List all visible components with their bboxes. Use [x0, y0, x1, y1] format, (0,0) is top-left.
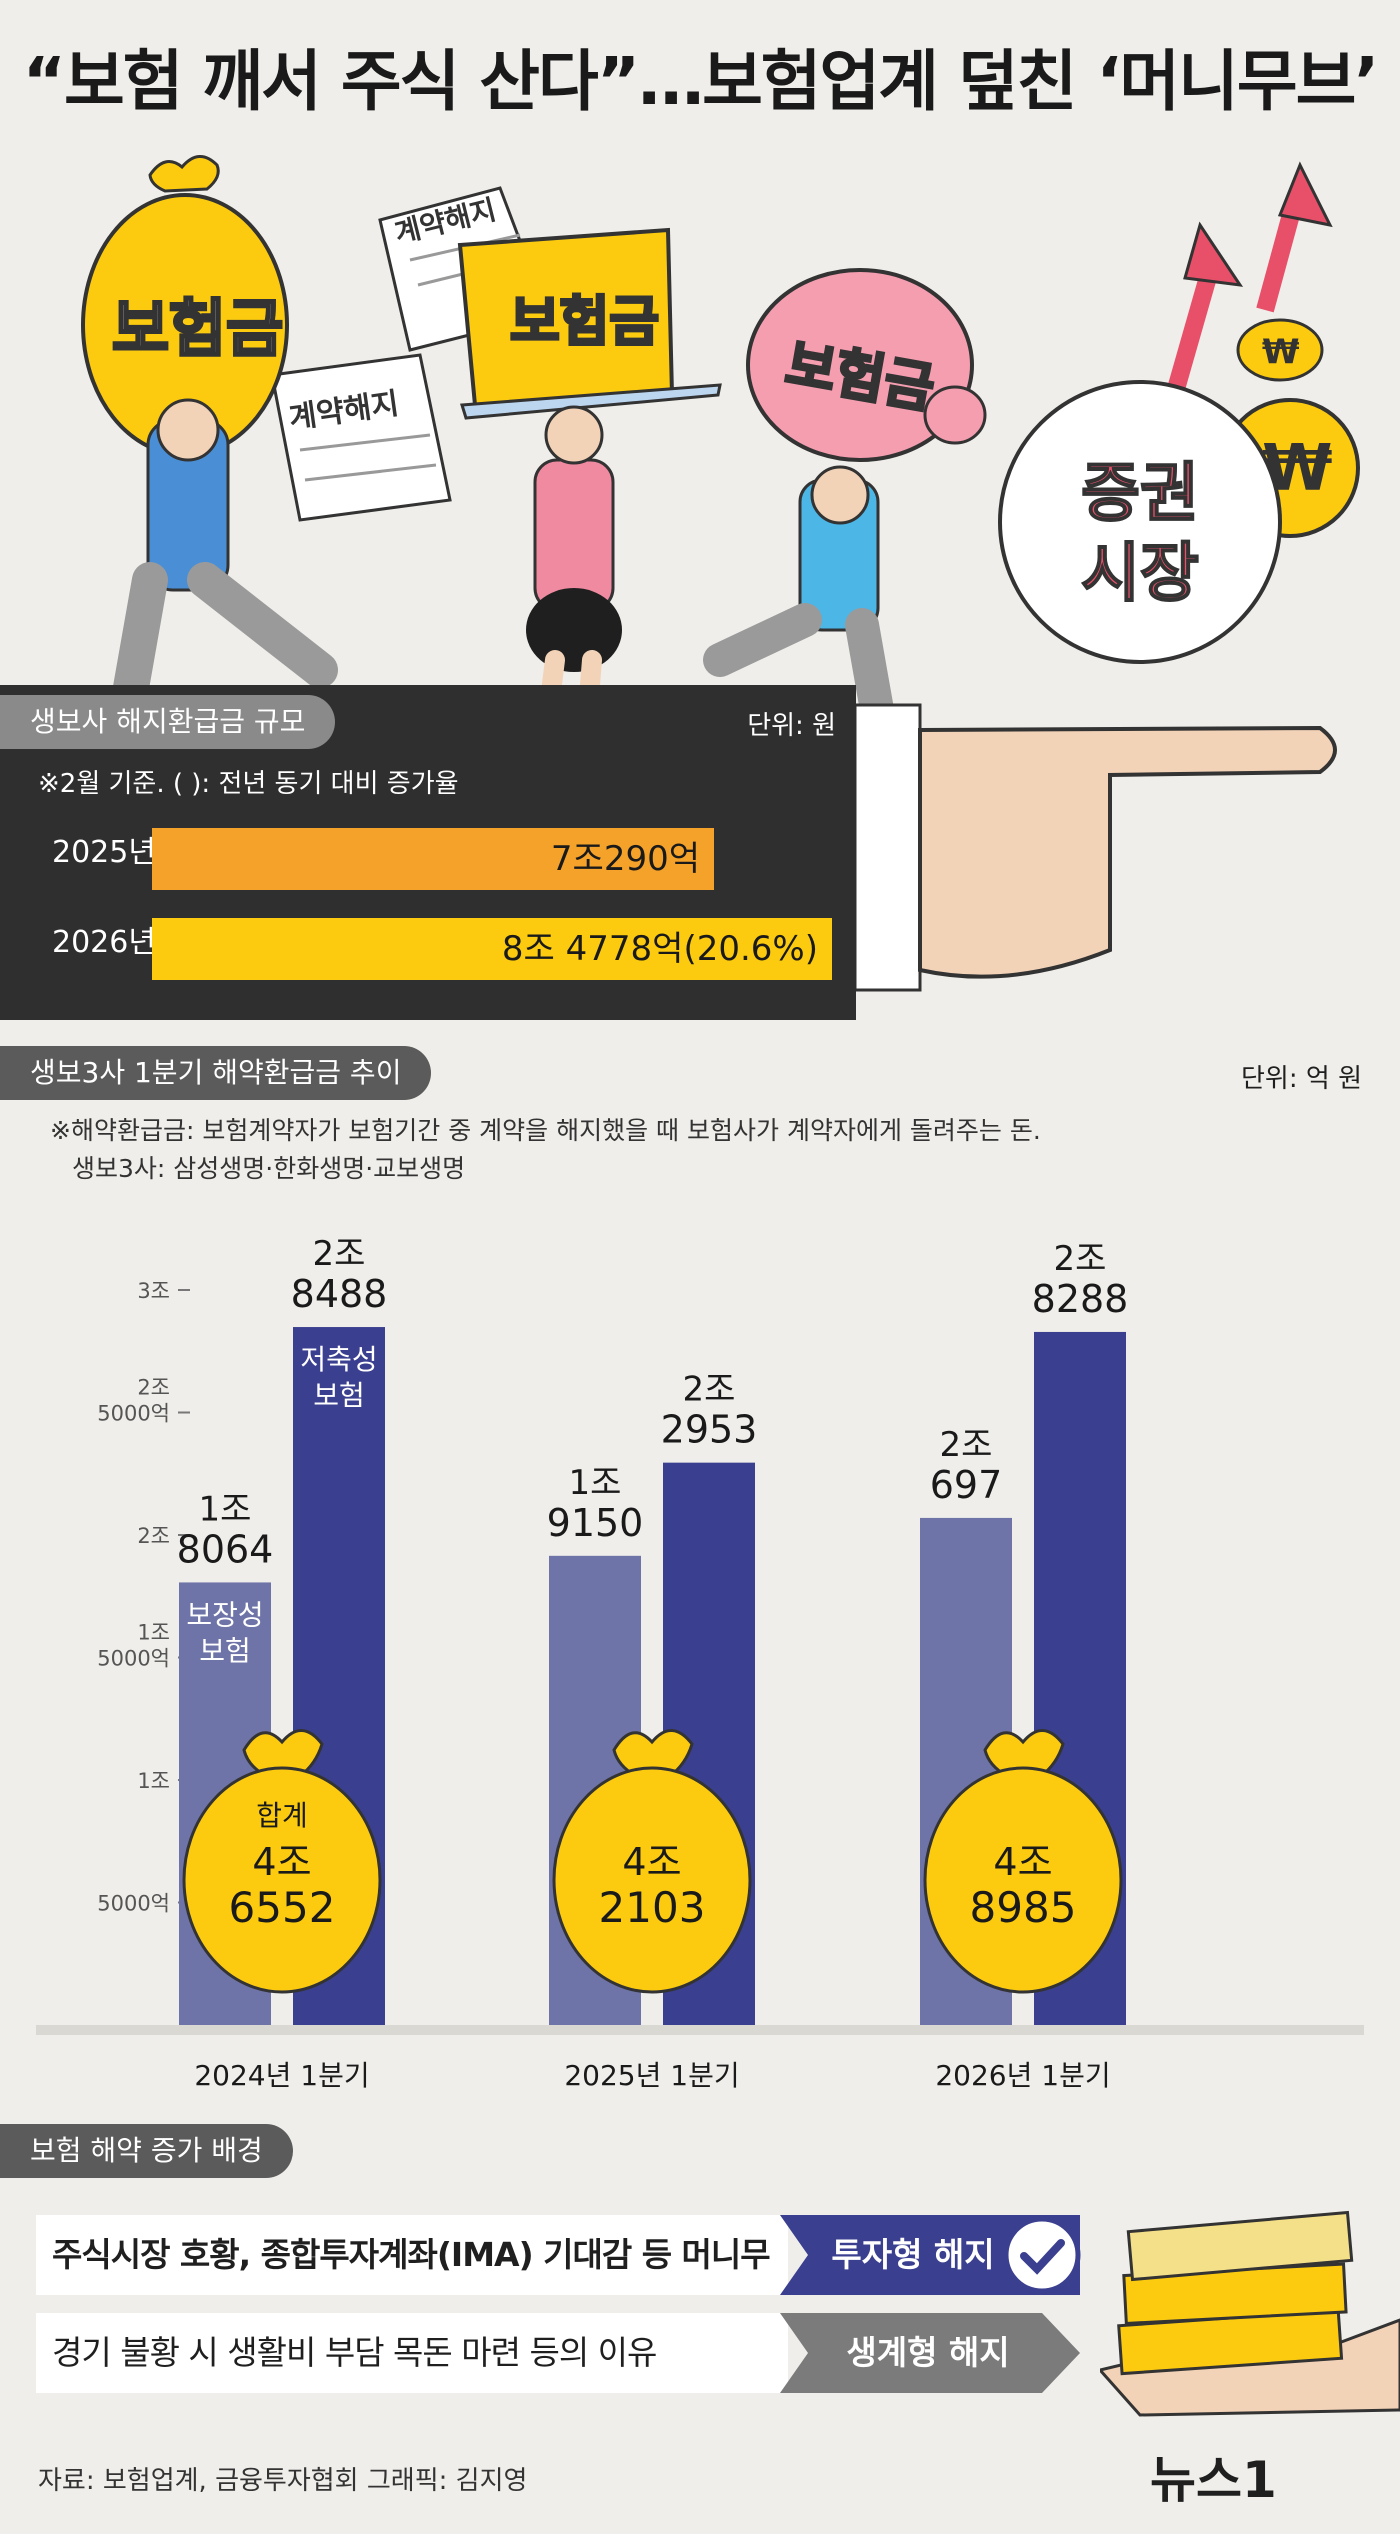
quarterly-surrender-chart: 5000억1조1조5000억2조2조5000억3조1조8064보장성보험2조84…: [36, 1234, 1364, 2092]
tag-investment-shape: [780, 2215, 1080, 2295]
reason-livelihood: 경기 불황 시 생활비 부담 목돈 마련 등의 이유: [36, 2313, 788, 2393]
laptop-label: 보험금: [510, 290, 659, 353]
coin-symbol-small: ₩: [1262, 332, 1300, 372]
money-stack-icon: [1100, 2210, 1400, 2417]
series-label-0-b: 보험: [199, 1634, 251, 1667]
hbar-2025: 7조290억: [152, 828, 714, 890]
section1-tab: 생보사 해지환급금 규모: [0, 695, 336, 749]
bar-label-1-1-b: 2953: [661, 1408, 758, 1452]
total-name: 합계: [256, 1799, 308, 1832]
ytick-label-2: 5000억: [97, 1647, 170, 1671]
category-label-0: 2024년 1분기: [194, 2059, 369, 2092]
ytick-label-0: 5000억: [97, 1892, 170, 1916]
tag-investment: 투자형 해지: [831, 2235, 995, 2274]
ytick-label-5: 3조: [137, 1279, 170, 1303]
bar-label-0-2-a: 2조: [940, 1425, 993, 1465]
ytick-label-4: 5000억: [97, 1402, 170, 1426]
bar-label-0-0-b: 8064: [177, 1527, 274, 1571]
baseline: [36, 2025, 1364, 2035]
section2-unit: 단위: 억 원: [1241, 1064, 1362, 1094]
tag-livelihood-shape: [780, 2313, 1080, 2393]
hbar-2026: 8조 4778억(20.6%): [152, 918, 832, 980]
logo-text: 뉴스1: [1150, 2451, 1277, 2509]
ytick-label-1: 1조: [137, 1769, 170, 1793]
person-with-bag: 보험금: [81, 155, 338, 768]
total-label-0-a: 4조: [252, 1840, 311, 1884]
bar-label-0-0-a: 1조: [199, 1489, 252, 1529]
circle-line1: 증권: [1081, 457, 1199, 531]
category-label-2: 2026년 1분기: [935, 2059, 1110, 2092]
source: 자료: 보험업계, 금융투자협회 그래픽: 김지영: [38, 2466, 528, 2496]
hbar-value-2026: 8조 4778억(20.6%): [501, 929, 818, 969]
series-label-1-a: 저축성: [300, 1343, 377, 1376]
person-with-laptop: 보험금: [457, 227, 722, 795]
ytick-label-2: 1조: [137, 1621, 170, 1645]
bar-label-1-2-b: 8288: [1032, 1277, 1129, 1321]
page-title: “보험 깨서 주식 산다”…보험업계 덮친 ‘머니무브’: [22, 43, 1380, 120]
ytick-label-3: 2조: [137, 1524, 170, 1548]
bar-label-1-0-a: 2조: [313, 1234, 366, 1274]
total-label-0-b: 6552: [229, 1883, 336, 1932]
ytick-label-4: 2조: [137, 1376, 170, 1400]
bar-label-0-1-b: 9150: [547, 1501, 644, 1545]
category-label-1: 2025년 1분기: [564, 2059, 739, 2092]
section2-note-line2: 생보3사: 삼성생명·한화생명·교보생명: [72, 1154, 466, 1183]
series-label-1-b: 보험: [313, 1379, 365, 1412]
bar-label-1-0-b: 8488: [291, 1272, 388, 1316]
tag-livelihood: 생계형 해지: [846, 2333, 1010, 2372]
bar-label-0-1-a: 1조: [569, 1463, 622, 1503]
bar-label-1-1-a: 2조: [683, 1370, 736, 1410]
year-label-2025: 2025년: [52, 835, 156, 870]
section2-note: ※해약환급금: 보험계약자가 보험기간 중 계약을 해지했을 때 보험사가 계약…: [50, 1112, 1041, 1188]
surrender-amount-panel: 생보사 해지환급금 규모 단위: 원 ※2월 기준. ( ): 전년 동기 대비…: [0, 685, 856, 1020]
bag-label: 보험금: [112, 292, 283, 365]
illustration: 계약해지 계약해지 보험금 보험금 보험금: [81, 155, 1360, 992]
reason-investment: 주식시장 호황, 종합투자계좌(IMA) 기대감 등 머니무브: [36, 2215, 788, 2354]
person-with-piggy-bank: 보험금: [703, 268, 987, 812]
total-label-1-b: 2103: [599, 1883, 706, 1932]
year-label-2026: 2026년: [52, 925, 156, 960]
series-label-0-a: 보장성: [186, 1598, 263, 1631]
section1-note: ※2월 기준. ( ): 전년 동기 대비 증가율: [38, 769, 459, 799]
news1-logo: 뉴스1: [1150, 2440, 1277, 2512]
money-bag-0: [182, 1766, 382, 1994]
money-bag-2: [923, 1766, 1123, 1994]
hbar-value-2025: 7조290억: [550, 839, 700, 879]
coin-small: ₩: [1236, 318, 1324, 382]
total-label-2-b: 8985: [970, 1883, 1077, 1932]
section2-tab: 생보3사 1분기 해약환급금 추이: [0, 1046, 432, 1100]
bar-label-1-2-a: 2조: [1054, 1239, 1107, 1279]
money-bag-1: [552, 1766, 752, 1994]
section2-note-line1: ※해약환급금: 보험계약자가 보험기간 중 계약을 해지했을 때 보험사가 계약…: [50, 1116, 1041, 1145]
total-label-1-a: 4조: [622, 1840, 681, 1884]
bar-label-0-2-b: 697: [930, 1463, 1003, 1507]
total-label-2-a: 4조: [993, 1840, 1052, 1884]
circle-line2: 시장: [1081, 537, 1199, 611]
section1-unit: 단위: 원: [747, 711, 836, 741]
pointing-hand: [853, 703, 1337, 992]
stock-market-circle: 증권 시장: [998, 380, 1282, 664]
check-icon: [1003, 2216, 1081, 2294]
pig-label: 보험금: [781, 333, 939, 421]
section3-tab: 보험 해약 증가 배경: [0, 2124, 293, 2178]
contract-paper-2: 계약해지: [270, 353, 452, 522]
